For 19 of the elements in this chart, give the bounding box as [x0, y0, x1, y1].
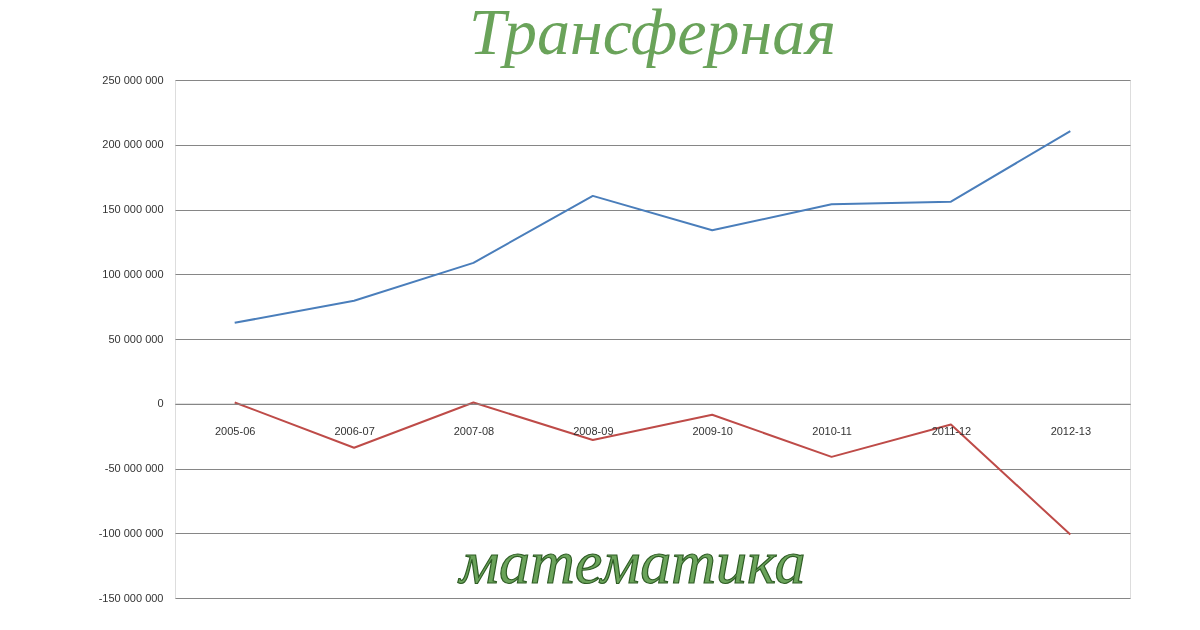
y-tick-label: 250 000 000	[102, 73, 164, 86]
x-tick-label: 2007-08	[453, 425, 495, 438]
line-series	[233, 130, 1072, 324]
x-tick-label: 2012-13	[1050, 425, 1091, 438]
x-tick-label: 2010-11	[812, 425, 852, 438]
y-tick-label: 100 000 000	[102, 267, 164, 280]
x-tick-label: 2008-09	[573, 425, 614, 438]
x-tick-label: 2006-07	[334, 425, 375, 438]
y-tick-label: -100 000 000	[98, 526, 164, 539]
y-tick-label: 150 000 000	[102, 203, 164, 215]
y-tick-label: -150 000 000	[98, 591, 164, 604]
annotation: математика	[457, 528, 806, 596]
y-tick-label: 200 000 000	[102, 138, 164, 151]
y-tick-label: 50 000 000	[108, 332, 164, 345]
chart-title: Трансферная	[468, 0, 837, 68]
y-tick-label: -50 000 000	[104, 462, 164, 474]
y-tick-label: 0	[157, 397, 164, 410]
x-tick-label: 2009-10	[692, 425, 733, 438]
x-tick-label: 2005-06	[215, 425, 256, 438]
